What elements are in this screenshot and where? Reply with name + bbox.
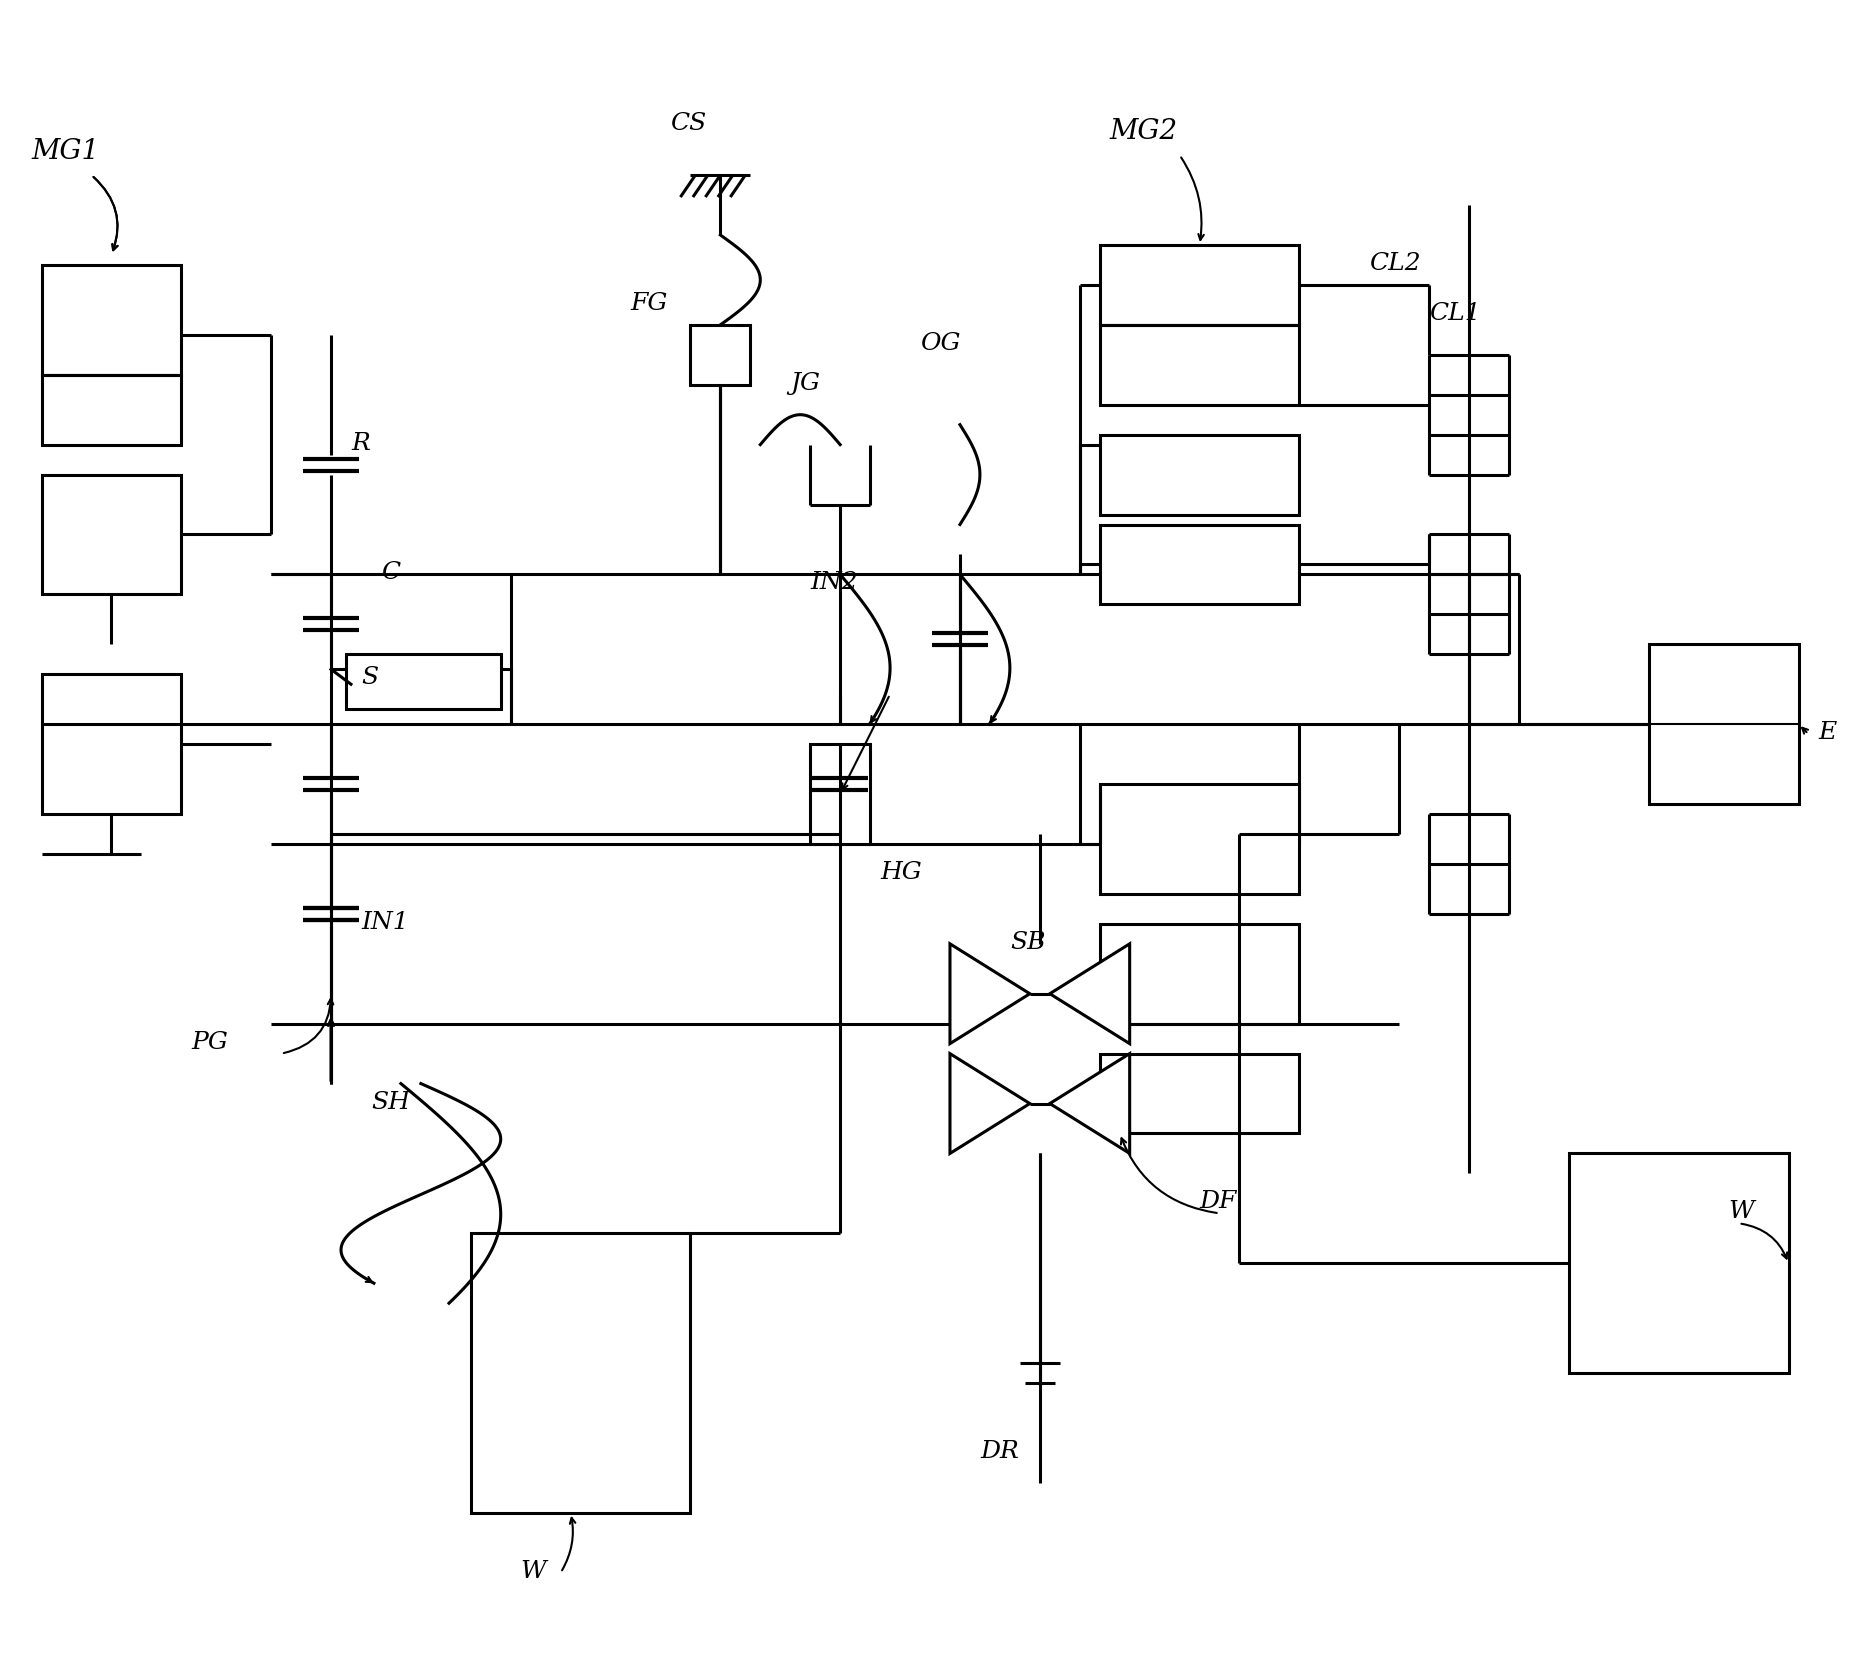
Bar bbox=[1100, 435, 1299, 514]
Text: CS: CS bbox=[670, 112, 708, 136]
Bar bbox=[41, 375, 181, 445]
Polygon shape bbox=[1049, 1054, 1130, 1153]
Text: C: C bbox=[381, 561, 400, 584]
Text: SH: SH bbox=[372, 1090, 411, 1113]
Bar bbox=[470, 1234, 691, 1513]
Bar bbox=[41, 265, 181, 375]
Bar bbox=[41, 675, 181, 814]
Text: SB: SB bbox=[1010, 931, 1046, 954]
Text: JG: JG bbox=[790, 372, 820, 395]
Polygon shape bbox=[950, 1054, 1031, 1153]
Bar bbox=[41, 475, 181, 594]
Text: FG: FG bbox=[631, 291, 668, 314]
Bar bbox=[1568, 1153, 1789, 1373]
Text: CL1: CL1 bbox=[1428, 301, 1481, 324]
Bar bbox=[1100, 1054, 1299, 1133]
Text: CL2: CL2 bbox=[1369, 251, 1421, 275]
Bar bbox=[1100, 324, 1299, 405]
Text: HG: HG bbox=[879, 860, 922, 883]
Bar bbox=[1649, 645, 1798, 804]
Text: OG: OG bbox=[920, 332, 960, 356]
Text: MG2: MG2 bbox=[1109, 117, 1178, 146]
Polygon shape bbox=[950, 944, 1031, 1044]
Text: IN2: IN2 bbox=[810, 571, 857, 594]
Text: IN1: IN1 bbox=[360, 911, 409, 935]
Text: PG: PG bbox=[190, 1030, 228, 1054]
Bar bbox=[810, 744, 870, 844]
Bar bbox=[1100, 245, 1299, 324]
Bar bbox=[1100, 925, 1299, 1024]
Text: DF: DF bbox=[1200, 1191, 1238, 1214]
Bar bbox=[1100, 524, 1299, 604]
Bar bbox=[691, 324, 751, 385]
Text: W: W bbox=[521, 1560, 547, 1583]
Text: MG1: MG1 bbox=[32, 139, 99, 165]
Bar bbox=[345, 655, 500, 710]
Text: E: E bbox=[1818, 721, 1837, 744]
Text: DR: DR bbox=[980, 1441, 1019, 1462]
Text: W: W bbox=[1729, 1201, 1755, 1224]
Polygon shape bbox=[1049, 944, 1130, 1044]
Bar bbox=[1100, 784, 1299, 893]
Text: S: S bbox=[360, 667, 379, 690]
Text: R: R bbox=[351, 432, 370, 455]
